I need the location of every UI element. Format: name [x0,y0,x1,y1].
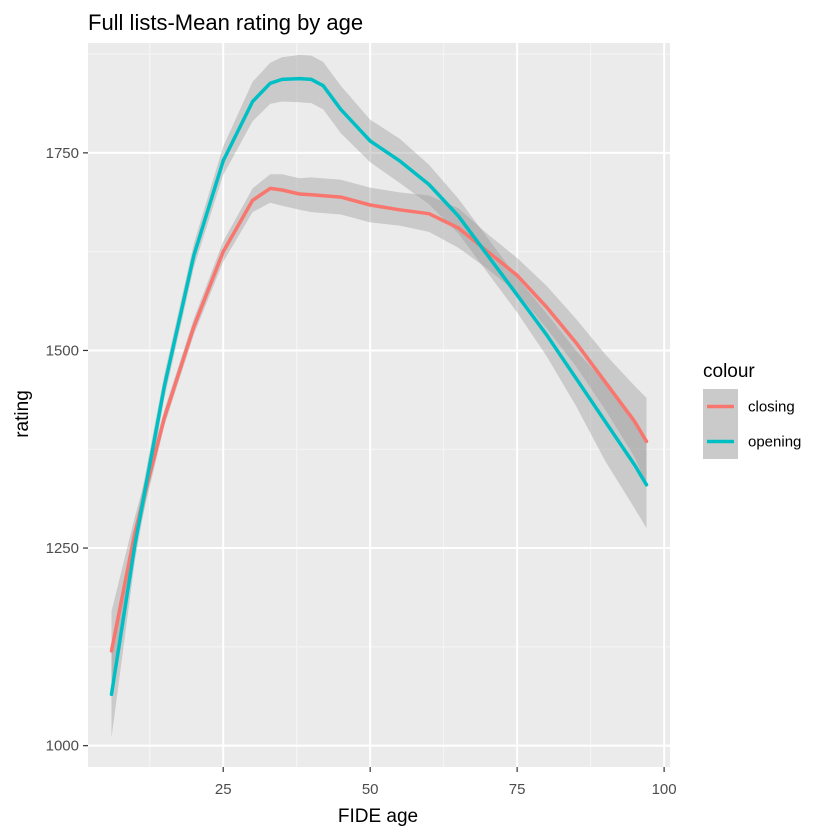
series-line-opening [109,76,649,697]
y-tick-label: 1500 [46,342,79,359]
series-lines [109,76,649,697]
x-tick-label: 75 [509,781,526,798]
y-tick-label: 1250 [46,540,79,557]
axes: 25 50 75 100 1000 1250 1500 1750 [46,145,677,798]
x-tick-label: 100 [652,781,677,798]
x-tick-label: 25 [215,781,232,798]
x-axis-title: FIDE age [338,806,418,827]
grid-minor [88,43,670,767]
y-axis-title: rating [12,390,33,438]
x-tick-label: 50 [362,781,379,798]
legend-label-opening: opening [748,434,801,451]
plot-panel [88,43,670,767]
y-tick-label: 1750 [46,145,79,162]
series-line-closing [109,186,649,653]
legend-label-closing: closing [748,399,795,416]
chart-title: Full lists-Mean rating by age [88,10,363,35]
y-tick-label: 1000 [46,738,79,755]
legend: colour closing opening [703,361,801,459]
legend-title: colour [703,361,755,382]
